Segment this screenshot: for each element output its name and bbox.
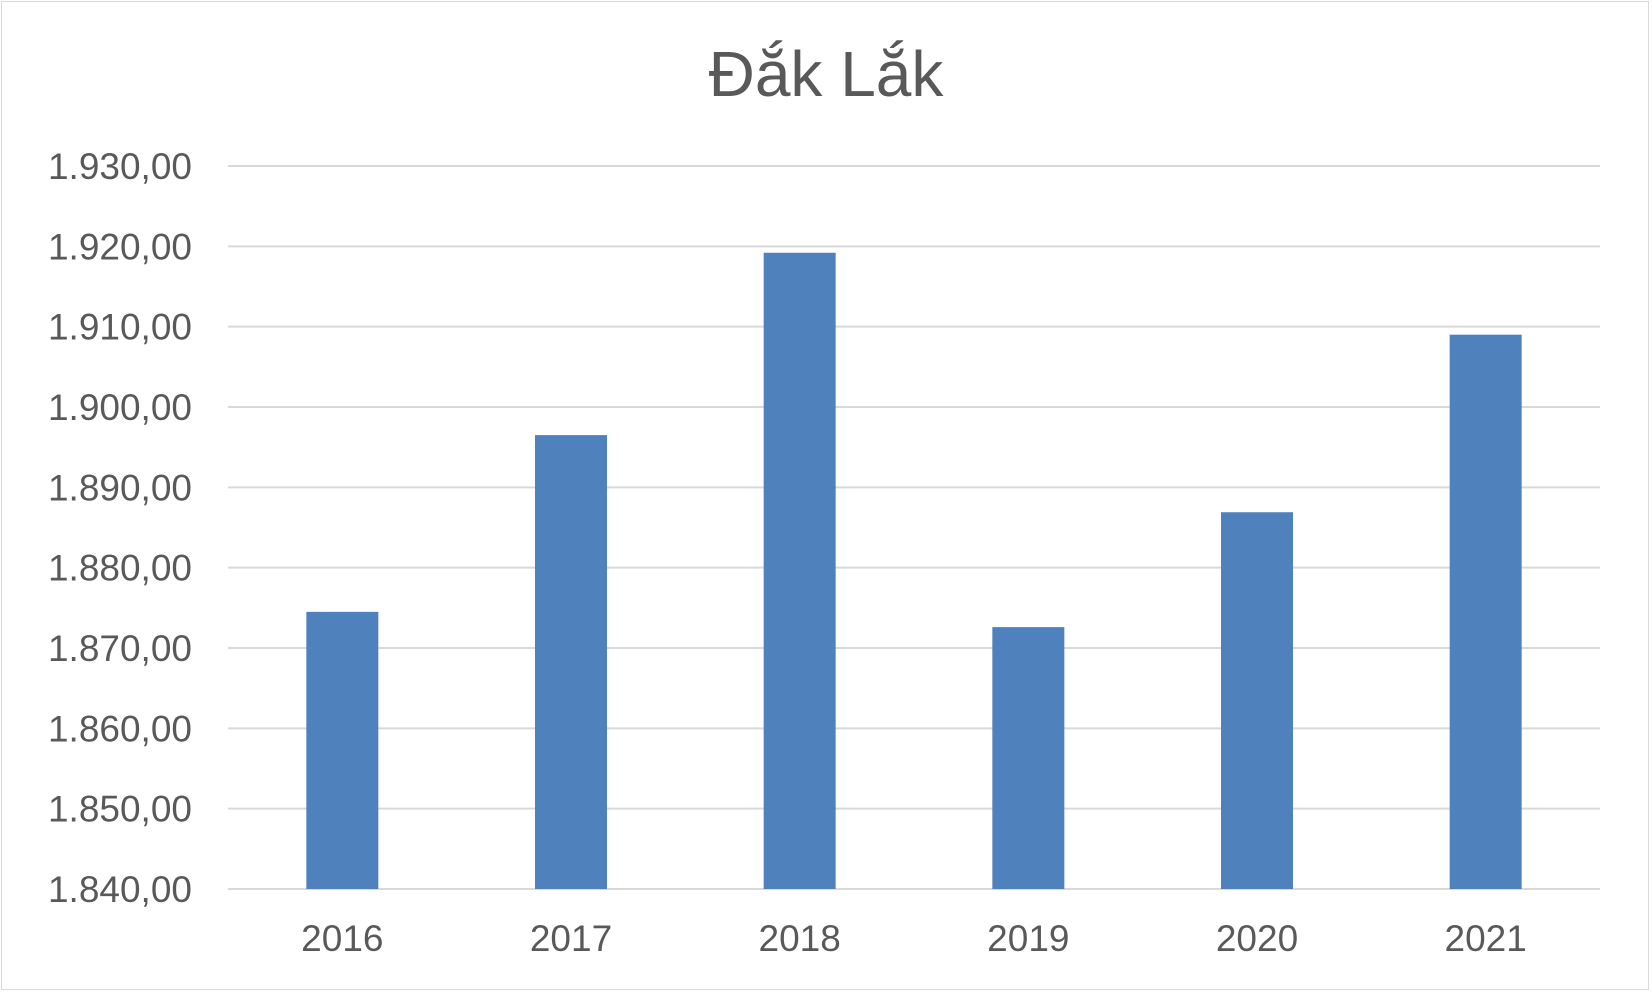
x-axis-ticks: 2016 2017 2018 2019 2020 2021	[301, 918, 1527, 959]
x-tick-label: 2017	[530, 918, 612, 959]
y-tick-label: 1.920,00	[48, 226, 192, 267]
x-tick-label: 2020	[1216, 918, 1298, 959]
bar-2021	[1449, 334, 1522, 889]
y-tick-label: 1.870,00	[48, 628, 192, 669]
y-tick-label: 1.850,00	[48, 789, 192, 830]
x-tick-label: 2021	[1445, 918, 1527, 959]
bar-2017	[535, 435, 607, 889]
y-tick-label: 1.890,00	[48, 467, 192, 508]
bar-2018	[763, 252, 836, 889]
x-tick-label: 2016	[301, 918, 383, 959]
y-axis-ticks: 1.840,00 1.850,00 1.860,00 1.870,00 1.880,00…	[48, 146, 192, 910]
y-tick-label: 1.840,00	[48, 869, 192, 910]
y-tick-label: 1.860,00	[48, 708, 192, 749]
gridlines	[228, 165, 1600, 890]
chart-title: Đắk Lắk	[708, 38, 944, 110]
y-tick-label: 1.930,00	[48, 146, 192, 187]
bar-2016	[306, 611, 379, 889]
x-tick-label: 2018	[759, 918, 841, 959]
bar-2020	[1221, 512, 1293, 889]
x-tick-label: 2019	[987, 918, 1069, 959]
y-tick-label: 1.900,00	[48, 387, 192, 428]
y-tick-label: 1.880,00	[48, 548, 192, 589]
bars	[306, 252, 1522, 889]
y-tick-label: 1.910,00	[48, 307, 192, 348]
bar-2019	[992, 627, 1065, 889]
